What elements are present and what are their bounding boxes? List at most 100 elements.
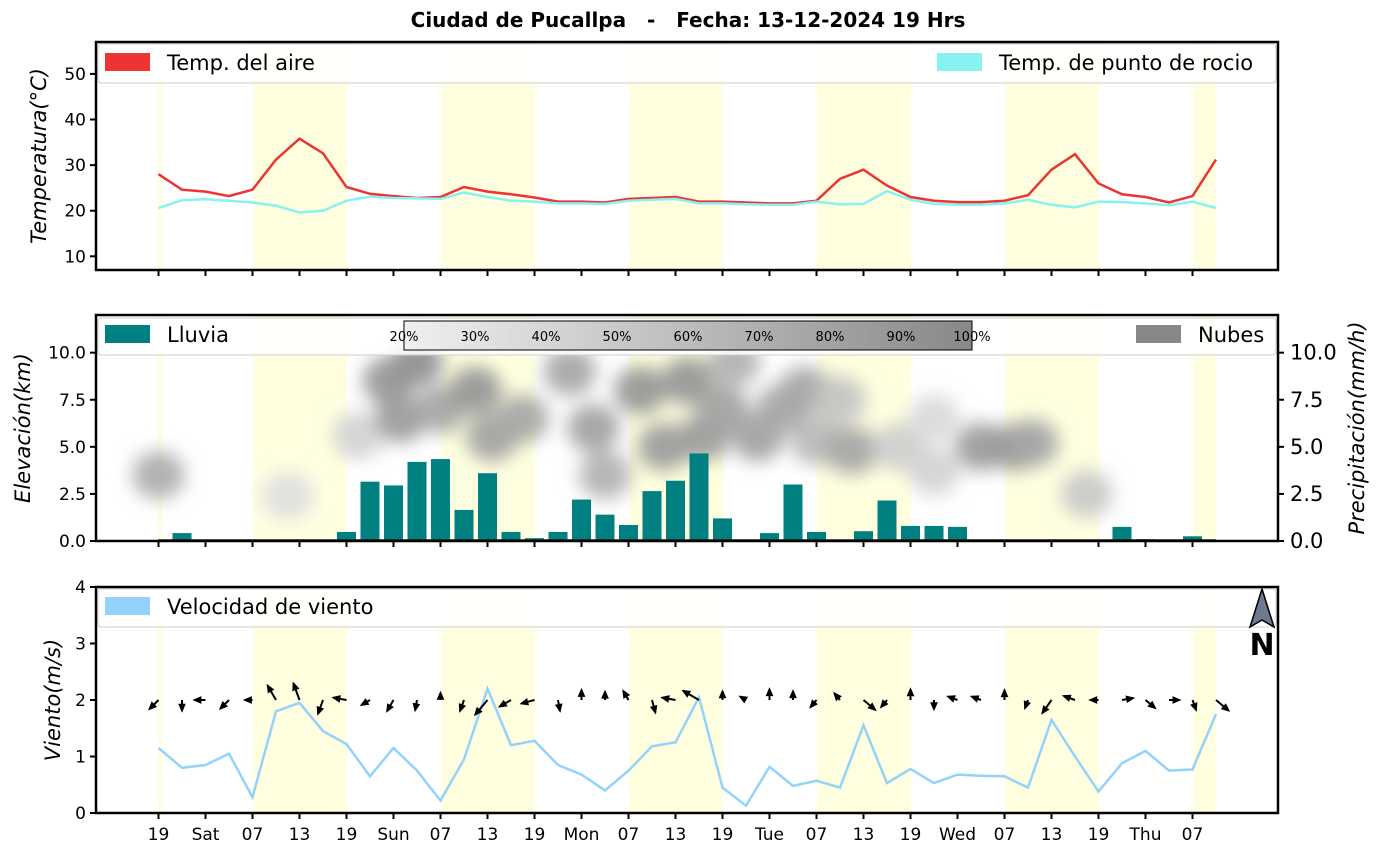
rain-bar	[572, 499, 591, 541]
wind-arrow-head	[738, 695, 749, 704]
wind-arrow-head	[622, 689, 631, 699]
wind-arrow-head	[765, 687, 774, 697]
temperature-panel: 10 20 30 40 50 Temp. del aire Temp. de punto d…	[27, 40, 1280, 276]
wind-arrow-head	[1220, 703, 1231, 712]
cloud-cell	[332, 411, 385, 460]
rain-bar	[478, 473, 497, 541]
rain-bar	[689, 453, 709, 541]
y-tick-label: 4	[75, 578, 86, 598]
legend-swatch-rain	[105, 325, 150, 343]
x-tick-label: 19	[524, 825, 546, 845]
legend-label-clouds: Nubes	[1198, 323, 1264, 347]
cloud-cell	[614, 366, 667, 415]
rain-bar	[501, 531, 521, 541]
air-temp-line	[157, 137, 1218, 205]
legend-box	[97, 588, 1277, 628]
rain-bar	[548, 531, 568, 541]
plot-frame	[94, 40, 1280, 272]
wind-arrow-head	[497, 699, 508, 708]
wind-arrow-head	[292, 681, 300, 692]
cloud-cell	[543, 347, 596, 396]
y-axis-label-wind: Viento(m/s)	[41, 639, 65, 761]
rain-bar	[384, 485, 403, 541]
x-tick-label: 19	[900, 825, 922, 845]
cloud-cell	[825, 426, 878, 475]
y-tick-label: 10	[64, 247, 86, 267]
x-tick-label: 13	[477, 825, 499, 845]
y2-tick-label: 7.5	[1290, 388, 1323, 412]
wind-arrow-head	[1088, 696, 1098, 704]
x-tick-label: 19	[712, 825, 734, 845]
wind-arrow-head	[833, 691, 842, 702]
colorbar-tick-label: 80%	[816, 330, 845, 345]
x-tick-label: 07	[618, 825, 640, 845]
colorbar-tick-label: 50%	[603, 330, 632, 345]
daylight-band	[1193, 42, 1216, 270]
y2-tick-label: 2.5	[1290, 482, 1323, 506]
north-arrow-icon	[1248, 586, 1276, 629]
colorbar-tick-label: 90%	[887, 330, 916, 345]
cloud-layer	[132, 338, 1113, 520]
cloud-cell	[661, 356, 714, 405]
wind-arrow-head	[1023, 700, 1031, 711]
rain-clouds-panel: 0.0 2.5 5.0 7.5 10.0 0.0 2.5 5.0 7.5 10.0 Lluvia Nu…	[11, 313, 1369, 553]
colorbar	[403, 320, 973, 351]
colorbar-tick-label: 40%	[532, 330, 561, 345]
wind-arrow-head	[436, 690, 445, 700]
cloud-cell	[567, 404, 620, 452]
legend-swatch-air-temp	[105, 53, 150, 71]
y2-tick-label: 0.0	[1290, 529, 1323, 553]
rain-bar	[1183, 536, 1202, 541]
wind-arrow-head	[906, 687, 915, 697]
wind-panel: 0 1 2 3 4 Velocidad de viento N Viento(m/s) 19 Sa…	[41, 578, 1280, 845]
wind-arrow-head	[879, 699, 889, 709]
cloud-cell	[637, 422, 690, 471]
wind-arrow-head	[1000, 688, 1009, 698]
wind-arrow-head	[359, 698, 370, 706]
wind-arrow-head	[316, 705, 324, 716]
daylight-band	[158, 42, 162, 270]
x-tick-label: 13	[665, 825, 687, 845]
cloud-cell	[449, 366, 502, 415]
legend-label-rain: Lluvia	[167, 323, 229, 347]
x-tick-label: 07	[242, 825, 264, 845]
rain-bar	[595, 514, 615, 541]
rain-bar	[454, 509, 474, 541]
cloud-cell	[132, 451, 185, 500]
wind-arrow-head	[601, 689, 609, 699]
rain-bar	[713, 518, 732, 541]
y2-tick-label: 5.0	[1290, 435, 1323, 459]
y-tick-label: 10.0	[48, 344, 86, 364]
y-axis-label-temperature: Temperatura(°C)	[27, 68, 51, 244]
cloud-cell	[1006, 419, 1059, 468]
chart-title: Ciudad de Pucallpa - Fecha: 13-12-2024 1…	[411, 8, 966, 32]
cloud-cell	[814, 375, 866, 424]
wind-arrow-head	[1147, 700, 1157, 710]
wind-arrow-head	[412, 702, 421, 713]
rain-bar	[337, 531, 356, 541]
cloud-cell	[908, 447, 960, 496]
y-tick-label: 20	[64, 202, 86, 222]
x-tick-label: Mon	[564, 825, 600, 845]
y-axis-label-elevation: Elevación(km)	[11, 353, 35, 503]
wind-arrow-head	[148, 701, 158, 711]
legend-label-wind: Velocidad de viento	[167, 595, 373, 619]
rain-bar	[407, 461, 427, 541]
x-tick-label: Wed	[939, 825, 976, 845]
cloud-cell	[374, 394, 427, 443]
rain-bar	[924, 525, 944, 541]
plot-frame	[94, 585, 1280, 815]
wind-arrow-head	[1061, 694, 1072, 702]
wind-arrow-head	[718, 689, 727, 699]
x-tick-label: 07	[994, 825, 1016, 845]
x-tick-label: 13	[1041, 825, 1063, 845]
plot-frame	[94, 313, 1280, 543]
y-tick-label: 0	[75, 804, 86, 824]
y-tick-label: 2.5	[59, 485, 86, 505]
y-tick-label: 7.5	[59, 391, 86, 411]
cloud-cell	[696, 385, 749, 434]
wind-arrow-head	[1190, 702, 1198, 712]
rain-bar	[360, 481, 380, 541]
rain-bar	[619, 524, 638, 541]
